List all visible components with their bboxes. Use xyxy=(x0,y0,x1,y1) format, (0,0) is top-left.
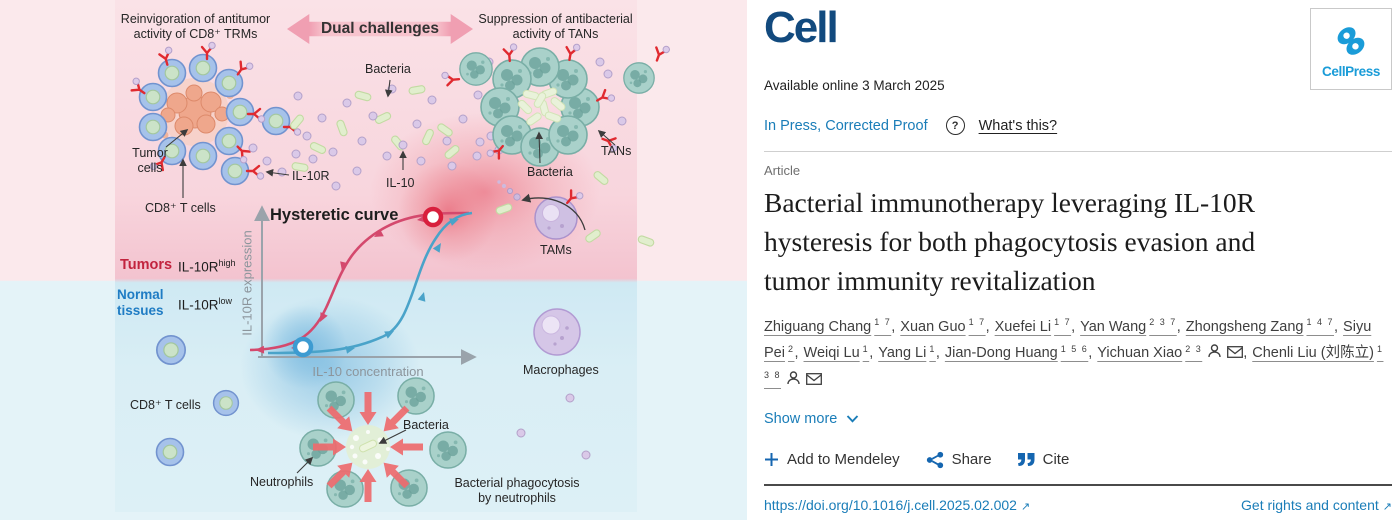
email-icon[interactable] xyxy=(806,373,822,386)
plus-icon xyxy=(765,453,778,467)
tumors-label: Tumors xyxy=(120,257,173,273)
plot-title: Hysteretic curve xyxy=(270,206,399,224)
author-link[interactable]: Yichuan Xiao 2 3 xyxy=(1097,343,1203,362)
author-link[interactable]: Yang Li 1 xyxy=(878,343,936,362)
cellpress-wordmark: CellPress xyxy=(1322,63,1380,79)
show-more-button[interactable]: Show more xyxy=(764,411,859,427)
author-link[interactable]: Xuan Guo 1 7 xyxy=(900,316,986,335)
external-link-icon: ↗ xyxy=(1382,500,1392,513)
author-list: Zhiguang Chang 1 7, Xuan Guo 1 7, Xuefei Li 1… xyxy=(764,314,1392,394)
tams-label: TAMs xyxy=(540,243,572,257)
article-title: Bacterial immunotherapy leveraging IL-10… xyxy=(764,187,1256,297)
macrophage-cell xyxy=(533,308,581,356)
tam-cell xyxy=(497,180,586,240)
caption-antitumor: Reinvigoration of antitumor activity of C… xyxy=(120,12,271,41)
email-icon[interactable] xyxy=(1227,346,1244,359)
author-link[interactable]: Chenli Liu (刘陈立) 1 3 8 xyxy=(764,343,1384,381)
share-nodes-icon xyxy=(926,451,943,469)
in-press-link[interactable]: In Press, Corrected Proof xyxy=(764,117,928,134)
label-pointers xyxy=(165,79,616,474)
author-link[interactable]: Weiqi Lu 1 xyxy=(803,343,870,362)
high-state-marker xyxy=(422,206,444,228)
tumor-cd8-cluster xyxy=(126,41,302,186)
neutrophil-cluster xyxy=(299,377,467,508)
doi-divider xyxy=(764,483,1392,486)
cite-button[interactable]: Cite xyxy=(1017,451,1069,468)
article-header-panel: Cell CellPress Available online 3 March … xyxy=(747,0,1400,520)
bacteria-right-label: Bacteria xyxy=(527,165,573,179)
cellpress-glyph xyxy=(1337,26,1365,55)
chevron-down-icon xyxy=(847,415,859,423)
doi-link[interactable]: https://doi.org/10.1016/j.cell.2025.02.0… xyxy=(764,496,1031,513)
il10-label: IL-10 xyxy=(386,176,415,190)
tumor-cells-label: Tumor cells xyxy=(132,146,168,175)
il10r-low-label: IL-10Rlow xyxy=(178,296,233,313)
action-toolbar: Add to Mendeley Share Cite xyxy=(764,451,1392,469)
share-button[interactable]: Share xyxy=(926,451,992,469)
external-link-icon: ↗ xyxy=(1020,500,1031,513)
neutrophils-label: Neutrophils xyxy=(250,475,314,489)
article-type-label: Article xyxy=(764,163,801,179)
caption-antibacterial: Suppression of antibacterial activity of … xyxy=(478,12,633,41)
person-icon[interactable] xyxy=(787,371,800,385)
header-divider xyxy=(764,151,1392,153)
add-to-mendeley-button[interactable]: Add to Mendeley xyxy=(764,451,900,468)
bacteria-top-label: Bacteria xyxy=(365,62,411,76)
cd8-top-label: CD8⁺ T cells xyxy=(145,201,216,215)
bacteria-bottom-label: Bacteria xyxy=(403,418,449,432)
author-link[interactable]: Zhiguang Chang 1 7 xyxy=(764,316,892,335)
graphical-abstract[interactable]: Reinvigoration of antitumor activity of C… xyxy=(0,0,747,520)
cellpress-logo[interactable]: CellPress xyxy=(1310,8,1392,90)
author-link[interactable]: Zhongsheng Zang 1 4 7 xyxy=(1185,316,1335,335)
tans-label: TANs xyxy=(601,144,632,158)
whats-this-link[interactable]: What's this? xyxy=(978,117,1058,134)
phagocytosis-caption: Bacterial phagocytosis by neutrophils xyxy=(454,476,580,505)
question-circle-icon[interactable]: ? xyxy=(945,116,965,136)
x-axis-label: IL-10 concentration xyxy=(312,364,424,379)
cd8-bottom-label: CD8⁺ T cells xyxy=(130,398,201,412)
il10r-high-label: IL-10Rhigh xyxy=(178,258,236,275)
author-link[interactable]: Xuefei Li 1 7 xyxy=(994,316,1072,335)
hysteresis-plot xyxy=(249,205,477,365)
quote-icon xyxy=(1017,452,1035,466)
cell-journal-logo[interactable]: Cell xyxy=(764,3,839,52)
author-link[interactable]: Jian-Dong Huang 1 5 6 xyxy=(944,343,1089,362)
author-link[interactable]: Yan Wang 2 3 7 xyxy=(1080,316,1177,335)
person-icon[interactable] xyxy=(1208,344,1221,358)
il10r-label: IL-10R xyxy=(292,169,330,183)
abstract-artwork xyxy=(126,41,672,508)
y-axis-label: IL-10R expression xyxy=(239,230,255,336)
available-online-date: Available online 3 March 2025 xyxy=(764,78,945,94)
rights-link[interactable]: Get rights and content ↗ xyxy=(1241,496,1392,513)
low-state-marker xyxy=(292,336,314,358)
macrophages-label: Macrophages xyxy=(523,363,599,377)
normal-tissues-label: Normal tissues xyxy=(117,287,164,318)
author-link[interactable]: Siyu Pei 2 xyxy=(764,318,1372,362)
